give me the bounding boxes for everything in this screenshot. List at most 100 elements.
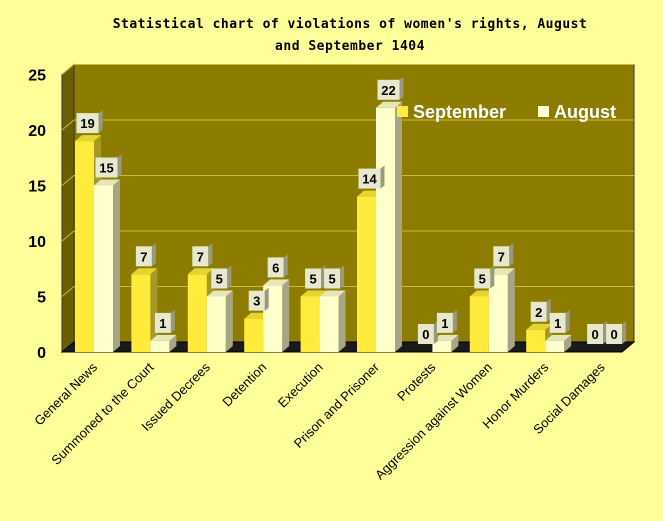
bar-front	[432, 340, 452, 352]
data-label-box	[358, 168, 381, 189]
bar-front	[244, 318, 264, 352]
bar-top	[526, 323, 553, 330]
data-label: 5	[216, 272, 223, 287]
bar-august-0	[94, 179, 120, 352]
bar-side	[113, 179, 120, 352]
data-label-box	[305, 268, 322, 289]
y-tick-label: 0	[37, 345, 46, 362]
category-label: Execution	[275, 360, 326, 411]
data-label-box	[417, 324, 434, 344]
category-label: Detention	[219, 360, 269, 410]
data-label-box-side	[399, 76, 404, 100]
data-label: 19	[80, 116, 94, 131]
gridline-side-20	[61, 119, 75, 131]
bar-side	[338, 290, 346, 352]
y-tick-label: 5	[37, 290, 46, 307]
y-tick-label: 15	[28, 179, 46, 196]
data-label: 1	[159, 316, 166, 331]
bar-front	[376, 107, 395, 352]
gridline-side-5	[61, 286, 75, 297]
data-label-box-side	[380, 165, 385, 189]
data-label-box-side	[264, 287, 269, 311]
data-label-box	[76, 113, 99, 134]
bar-side	[169, 334, 177, 352]
legend-swatch	[538, 106, 549, 117]
data-label-box-side	[509, 243, 514, 267]
data-label-box	[377, 79, 400, 100]
bar-front	[131, 274, 151, 352]
bar-top	[206, 290, 233, 297]
data-label-box	[436, 312, 453, 333]
bar-august-2	[206, 290, 233, 352]
data-label: 7	[197, 249, 204, 264]
bar-top	[300, 290, 327, 297]
data-label-box	[95, 157, 118, 178]
bar-front	[206, 296, 226, 352]
data-label: 5	[309, 272, 316, 287]
data-label-box-side	[227, 265, 232, 289]
plot-side-wall	[61, 63, 75, 354]
data-label-box-side	[117, 154, 122, 178]
data-label: 1	[441, 316, 448, 331]
y-tick-label: 20	[28, 123, 46, 140]
bar-front	[319, 296, 339, 352]
data-label-box	[474, 268, 491, 289]
data-label: 22	[381, 83, 395, 98]
data-label-box	[493, 246, 510, 267]
category-label: Protests	[394, 359, 439, 404]
data-label: 15	[99, 161, 113, 176]
bar-side	[282, 279, 290, 352]
bar-top	[187, 268, 214, 275]
bar-august-1	[150, 334, 177, 352]
category-label: Summoned to the Court	[48, 359, 156, 467]
bar-front	[488, 274, 508, 352]
data-label-box-side	[565, 309, 570, 333]
data-label: 6	[272, 260, 279, 275]
data-label-box	[154, 312, 171, 333]
bar-front	[150, 340, 170, 352]
data-label-box-side	[340, 265, 345, 289]
bar-front	[94, 185, 113, 352]
bar-top	[488, 268, 515, 275]
bar-front	[187, 274, 207, 352]
data-label-box	[549, 312, 566, 333]
data-label-box-side	[490, 265, 495, 289]
bar-top	[432, 334, 459, 341]
data-label-box-side	[283, 254, 288, 278]
bar-august-8	[545, 334, 572, 352]
data-label: 0	[591, 327, 598, 342]
bar-front	[469, 296, 489, 352]
bar-front	[75, 141, 94, 352]
data-label-box	[587, 324, 604, 344]
data-label: 7	[498, 249, 505, 264]
data-label: 14	[362, 172, 377, 187]
data-label-box-side	[170, 309, 175, 333]
data-label: 3	[253, 294, 260, 309]
data-label: 7	[140, 249, 147, 264]
data-label: 0	[610, 327, 617, 342]
data-label-box	[606, 324, 623, 344]
bar-top	[131, 268, 158, 275]
legend-label: August	[554, 102, 616, 122]
data-label-box	[530, 301, 547, 322]
bar-side	[225, 290, 233, 352]
bar-august-5	[376, 101, 402, 352]
bar-top	[376, 101, 402, 108]
bar-side	[564, 334, 572, 352]
data-label-box-side	[452, 309, 457, 333]
bar-top	[545, 334, 572, 341]
gridline-side-10	[61, 230, 75, 242]
legend-label: September	[413, 102, 506, 122]
category-label: Aggression against Women	[372, 360, 495, 483]
data-label-box	[211, 268, 228, 289]
data-label-box-side	[208, 243, 213, 267]
chart-title: Statistical chart of violations of women…	[112, 17, 588, 54]
bar-top	[150, 334, 177, 341]
data-label: 2	[535, 305, 542, 320]
bar-front	[357, 196, 376, 352]
gridline-side-15	[61, 175, 75, 186]
data-label-box	[135, 246, 152, 267]
data-label: 5	[479, 272, 486, 287]
